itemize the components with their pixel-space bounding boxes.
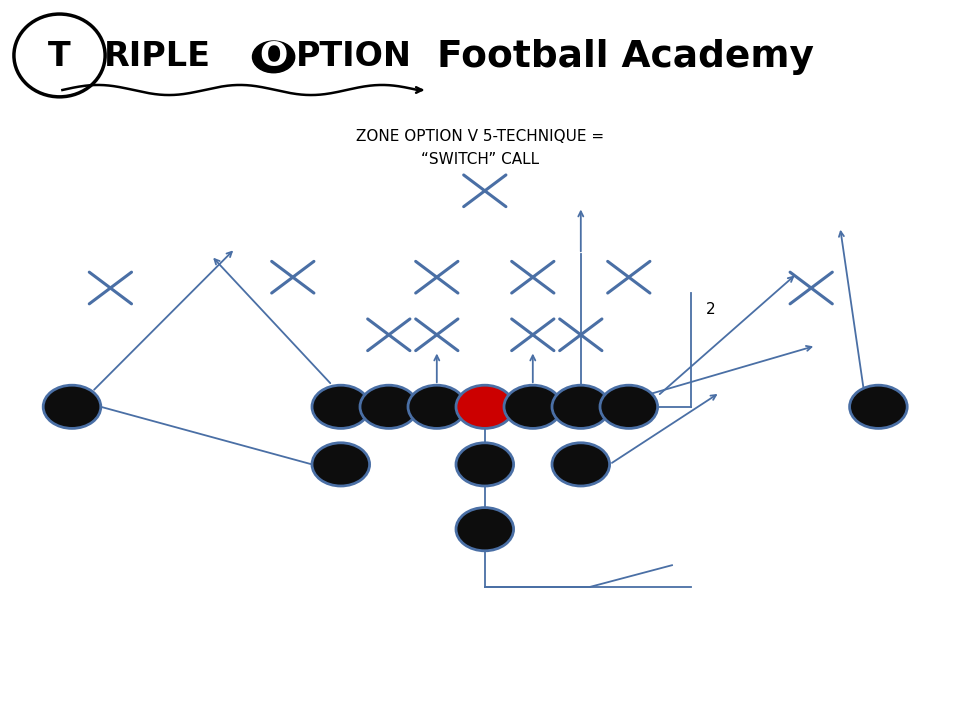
Text: ZONE OPTION V 5-TECHNIQUE =: ZONE OPTION V 5-TECHNIQUE = [356,130,604,144]
Circle shape [504,385,562,428]
Circle shape [456,443,514,486]
Circle shape [360,385,418,428]
Circle shape [43,385,101,428]
Text: PTION: PTION [296,40,412,73]
Circle shape [600,385,658,428]
Text: “SWITCH” CALL: “SWITCH” CALL [420,153,540,167]
Text: 2: 2 [706,302,715,317]
Text: Football Academy: Football Academy [437,39,814,75]
Circle shape [456,508,514,551]
Circle shape [552,385,610,428]
Circle shape [456,385,514,428]
Circle shape [850,385,907,428]
Text: O: O [259,40,288,73]
Circle shape [312,385,370,428]
Circle shape [252,41,295,73]
Text: RIPLE: RIPLE [104,40,210,73]
Circle shape [408,385,466,428]
Text: T: T [48,40,71,73]
Circle shape [552,443,610,486]
Circle shape [312,443,370,486]
